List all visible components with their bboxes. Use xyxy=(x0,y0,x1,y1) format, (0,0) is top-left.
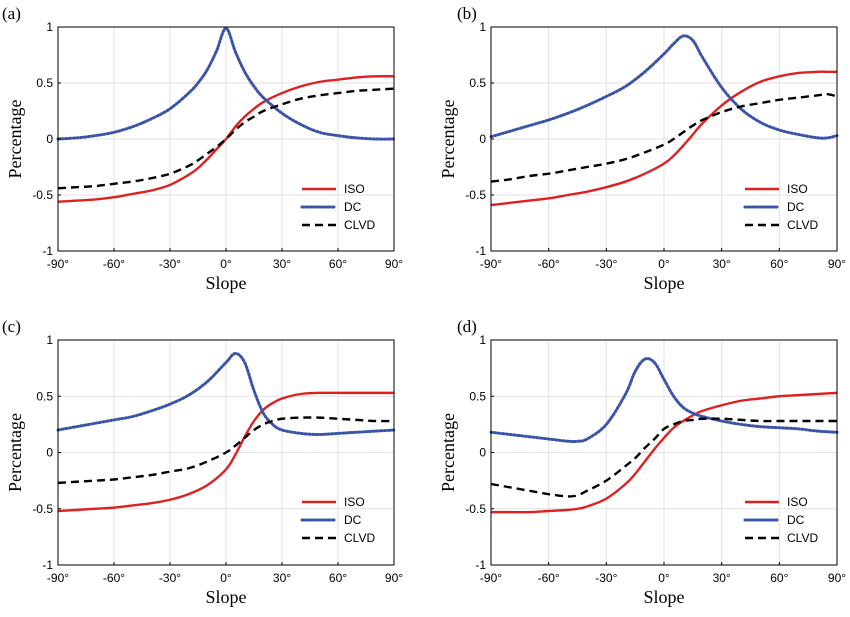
x-tick-label: 90° xyxy=(385,257,403,271)
y-tick-label: -1 xyxy=(42,558,53,572)
panel-2: -90° -60° -30° 0° 30° 60° 90° -1 -0.5 0 0.5 1 Slope P… xyxy=(438,4,846,293)
y-tick-label: 0.5 xyxy=(36,389,53,403)
legend-label-dc: DC xyxy=(344,513,362,527)
y-tick-label: 0 xyxy=(46,132,53,146)
x-tick-label: -60° xyxy=(103,571,125,585)
x-tick-label: 0° xyxy=(220,571,232,585)
y-tick-label: 0.5 xyxy=(469,389,486,403)
x-tick-label: 30° xyxy=(273,571,291,585)
y-axis-label: Percentage xyxy=(438,100,458,179)
x-tick-label: -60° xyxy=(538,571,560,585)
series-line-dc xyxy=(489,357,839,444)
x-tick-label: -30° xyxy=(595,257,617,271)
legend-label-dc: DC xyxy=(787,513,805,527)
x-tick-label: -90° xyxy=(47,571,69,585)
x-tick-label: 0° xyxy=(220,257,232,271)
x-axis-label: Slope xyxy=(205,273,246,293)
x-axis-label: Slope xyxy=(643,587,684,607)
legend-label-clvd: CLVD xyxy=(344,531,375,545)
y-tick-label: -0.5 xyxy=(32,188,53,202)
x-tick-label: 90° xyxy=(828,257,846,271)
y-tick-label: -1 xyxy=(475,558,486,572)
y-axis-label: Percentage xyxy=(5,100,25,179)
legend-label-iso: ISO xyxy=(787,182,808,196)
y-tick-label: -0.5 xyxy=(465,188,486,202)
y-tick-label: -1 xyxy=(475,244,486,258)
x-tick-label: 60° xyxy=(329,257,347,271)
y-axis-label: Percentage xyxy=(438,413,458,492)
x-tick-label: 30° xyxy=(713,257,731,271)
panel-label: (a) xyxy=(2,4,21,23)
legend: ISO DC CLVD xyxy=(743,182,818,232)
x-axis-label: Slope xyxy=(643,273,684,293)
legend-label-clvd: CLVD xyxy=(787,218,818,232)
legend: ISO DC CLVD xyxy=(743,495,818,545)
legend-label-dc: DC xyxy=(344,200,362,214)
y-tick-label: 0 xyxy=(479,132,486,146)
legend-label-iso: ISO xyxy=(344,182,365,196)
panel-label: (c) xyxy=(2,317,21,336)
legend-label-dc: DC xyxy=(787,200,805,214)
y-tick-label: 0 xyxy=(479,446,486,460)
legend: ISO DC CLVD xyxy=(300,495,375,545)
x-tick-label: 0° xyxy=(658,571,670,585)
x-tick-label: 90° xyxy=(385,571,403,585)
y-tick-label: 0.5 xyxy=(469,76,486,90)
x-tick-label: 60° xyxy=(770,257,788,271)
y-axis-label: Percentage xyxy=(5,413,25,492)
series-line-iso xyxy=(490,70,837,207)
x-tick-label: 90° xyxy=(828,571,846,585)
x-tick-label: -60° xyxy=(103,257,125,271)
legend-label-iso: ISO xyxy=(787,495,808,509)
panel-label: (b) xyxy=(457,4,477,23)
y-tick-label: -1 xyxy=(42,244,53,258)
x-tick-label: -90° xyxy=(47,257,69,271)
series-line-dc xyxy=(56,351,396,437)
series-line-clvd xyxy=(57,87,395,190)
series-line-iso xyxy=(57,391,394,513)
y-tick-label: -0.5 xyxy=(32,502,53,516)
y-tick-label: 1 xyxy=(479,333,486,347)
series-line-dc xyxy=(56,26,396,141)
panel-label: (d) xyxy=(457,317,477,336)
legend: ISO DC CLVD xyxy=(300,182,375,232)
series-line-clvd xyxy=(490,92,838,183)
legend-label-clvd: CLVD xyxy=(344,218,375,232)
x-tick-label: -30° xyxy=(595,571,617,585)
y-tick-label: 1 xyxy=(479,20,486,34)
series-line-iso xyxy=(57,74,395,203)
y-tick-label: 1 xyxy=(46,333,53,347)
legend-label-iso: ISO xyxy=(344,495,365,509)
series-line-clvd xyxy=(57,416,395,485)
y-tick-label: 0 xyxy=(46,446,53,460)
x-tick-label: 60° xyxy=(770,571,788,585)
y-tick-label: -0.5 xyxy=(465,502,486,516)
x-tick-label: 30° xyxy=(273,257,291,271)
x-tick-label: -30° xyxy=(159,257,181,271)
y-tick-label: 1 xyxy=(46,20,53,34)
x-tick-label: -60° xyxy=(538,257,560,271)
x-tick-label: -90° xyxy=(480,257,502,271)
legend-label-clvd: CLVD xyxy=(787,531,818,545)
series-line-dc xyxy=(489,34,839,140)
panel-1: -90° -60° -30° 0° 30° 60° 90° -1 -0.5 0 0.5 1 Slope P… xyxy=(2,4,403,293)
x-tick-label: -30° xyxy=(159,571,181,585)
series-line-iso xyxy=(491,391,838,514)
x-tick-label: 60° xyxy=(329,571,347,585)
x-axis-label: Slope xyxy=(205,587,246,607)
y-tick-label: 0.5 xyxy=(36,76,53,90)
x-tick-label: 0° xyxy=(658,257,670,271)
panel-3: -90° -60° -30° 0° 30° 60° 90° -1 -0.5 0 0.5 1 Slope P… xyxy=(2,317,403,607)
panel-4: -90° -60° -30° 0° 30° 60° 90° -1 -0.5 0 0.5 1 Slope P… xyxy=(438,317,846,607)
x-tick-label: -90° xyxy=(480,571,502,585)
x-tick-label: 30° xyxy=(713,571,731,585)
